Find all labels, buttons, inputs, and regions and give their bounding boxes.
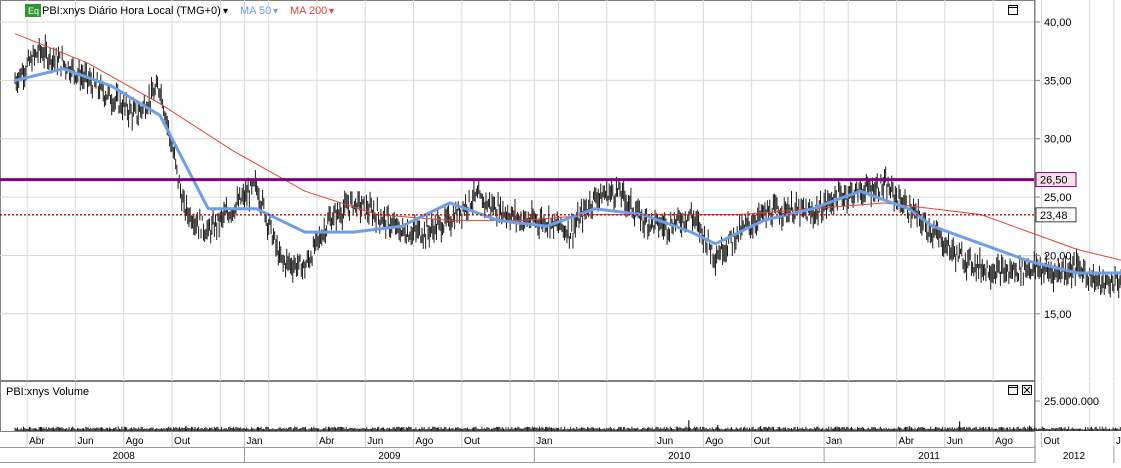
chevron-down-icon[interactable]: ▾ — [329, 6, 334, 17]
chart-header: Eq PBI:xnys Diário Hora Local (TMG+0) ▾ … — [25, 4, 334, 17]
ma200-legend[interactable]: MA 200 — [290, 5, 327, 17]
y-tick-label: 35,00 — [1044, 75, 1072, 87]
x-month-label: Jun — [657, 436, 673, 447]
x-month-label: Out — [1043, 436, 1059, 447]
volume-tick-label: 25.000.000 — [1044, 396, 1099, 408]
x-month-label: Out — [174, 436, 190, 447]
volume-label: PBI:xnys Volume — [6, 386, 89, 398]
y-tick-label: 15,00 — [1044, 309, 1072, 321]
equity-badge[interactable] — [25, 4, 41, 17]
indicator-lines — [0, 33, 1121, 275]
ma50-legend[interactable]: MA 50 — [240, 5, 271, 17]
grid — [0, 0, 1115, 431]
x-month-label: Ago — [705, 436, 723, 447]
last-price-tag-text: 23,48 — [1040, 210, 1068, 222]
y-tick-label: 20,00 — [1044, 250, 1072, 262]
x-year-label: 2012 — [1063, 451, 1086, 462]
close-volume-panel-icon[interactable] — [1022, 385, 1032, 395]
x-month-label: Ago — [126, 436, 144, 447]
x-month-label: Jan — [1116, 436, 1121, 447]
x-year-label: 2008 — [113, 451, 136, 462]
x-month-label: Abr — [319, 436, 335, 447]
x-month-label: Ago — [995, 436, 1013, 447]
resistance-price-tag — [1035, 172, 1077, 188]
equity-badge-text: Eq — [28, 6, 39, 16]
x-month-label: Abr — [899, 436, 915, 447]
ma200-line — [14, 33, 1121, 261]
x-year-label: 2009 — [378, 451, 401, 462]
last-price-tag — [1035, 207, 1077, 223]
ma50-line — [13, 67, 1121, 275]
x-month-label: Jun — [947, 436, 963, 447]
x-month-label: Ago — [416, 436, 434, 447]
chevron-down-icon[interactable]: ▾ — [223, 6, 228, 17]
x-month-label: Jun — [367, 436, 383, 447]
y-tick-label: 30,00 — [1044, 134, 1072, 146]
close-volume-panel-icon — [1023, 386, 1031, 394]
x-year-label: 2010 — [668, 451, 691, 462]
volume-bars — [14, 420, 1121, 431]
axes: 40,00 35,00 30,00 25,00 20,00 15,00 25.000.000… — [26, 17, 1121, 463]
volume-header: PBI:xnys Volume — [6, 386, 89, 398]
x-month-label: Out — [754, 436, 770, 447]
x-month-label: Out — [464, 436, 480, 447]
x-month-label: Abr — [29, 436, 45, 447]
y-tick-label: 40,00 — [1044, 17, 1072, 29]
chevron-down-icon[interactable]: ▾ — [273, 6, 278, 17]
x-year-label: 2011 — [918, 451, 940, 462]
x-month-label: Jan — [826, 436, 842, 447]
x-month-label: Jan — [536, 436, 552, 447]
x-month-label: Jan — [247, 436, 263, 447]
maximize-volume-panel-icon[interactable] — [1008, 385, 1018, 395]
y-tick-label: 25,00 — [1044, 192, 1072, 204]
symbol-label[interactable]: PBI:xnys Diário Hora Local (TMG+0) — [42, 5, 221, 17]
x-month-label: Jun — [77, 436, 93, 447]
maximize-price-panel-icon[interactable] — [1008, 5, 1018, 15]
resistance-price-tag-text: 26,50 — [1040, 175, 1068, 187]
price-bars — [14, 34, 1121, 299]
